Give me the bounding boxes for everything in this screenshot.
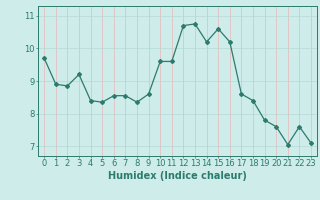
X-axis label: Humidex (Indice chaleur): Humidex (Indice chaleur): [108, 171, 247, 181]
